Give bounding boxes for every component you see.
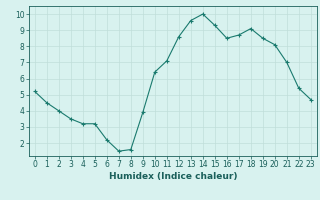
X-axis label: Humidex (Indice chaleur): Humidex (Indice chaleur)	[108, 172, 237, 181]
